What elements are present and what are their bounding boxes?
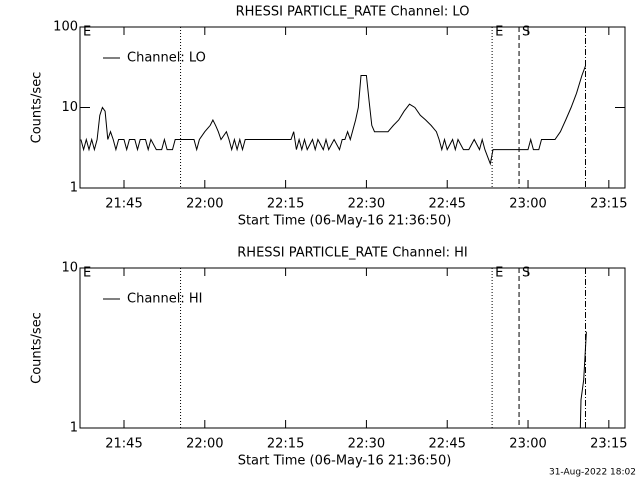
y-tick-label: 1: [70, 421, 78, 436]
data-line: [579, 331, 587, 428]
x-tick-label: 22:45: [428, 437, 465, 452]
data-line: [80, 65, 586, 166]
y-tick-label: 100: [53, 20, 78, 35]
x-tick-label: 23:00: [509, 437, 546, 452]
annotation: E: [495, 266, 503, 281]
x-tick-label: 21:45: [105, 197, 142, 212]
legend-label: Channel: HI: [127, 292, 203, 307]
chart-title: RHESSI PARTICLE_RATE Channel: LO: [236, 5, 470, 20]
x-tick-label: 23:15: [590, 197, 627, 212]
y-tick-label: 1: [70, 181, 78, 196]
x-tick-label: 23:00: [509, 197, 546, 212]
annotation: E: [495, 25, 503, 40]
footer: 31-Aug-2022 18:02: [549, 468, 636, 478]
x-tick-label: 22:15: [267, 437, 304, 452]
x-axis-label: Start Time (06-May-16 21:36:50): [238, 454, 452, 469]
annotation: E: [83, 25, 91, 40]
chart-title: RHESSI PARTICLE_RATE Channel: HI: [237, 246, 467, 261]
x-tick-label: 22:45: [428, 197, 465, 212]
y-axis-label: Counts/sec: [30, 72, 45, 144]
legend-label: Channel: LO: [127, 51, 206, 66]
annotation: E: [83, 266, 91, 281]
y-tick-label: 10: [61, 261, 78, 276]
x-axis-label: Start Time (06-May-16 21:36:50): [238, 214, 452, 229]
plot-frame: [79, 267, 626, 429]
x-tick-label: 22:30: [348, 197, 385, 212]
y-tick-label: 10: [61, 100, 78, 115]
annotation: S: [522, 266, 530, 281]
x-tick-label: 23:15: [590, 437, 627, 452]
x-tick-label: 22:00: [186, 437, 223, 452]
x-tick-label: 22:30: [348, 437, 385, 452]
x-tick-label: 21:45: [105, 437, 142, 452]
x-tick-label: 22:15: [267, 197, 304, 212]
x-tick-label: 22:00: [186, 197, 223, 212]
y-axis-label: Counts/sec: [30, 312, 45, 384]
annotation: S: [522, 25, 530, 40]
